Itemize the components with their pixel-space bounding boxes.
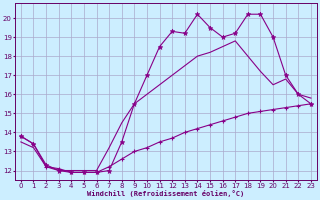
X-axis label: Windchill (Refroidissement éolien,°C): Windchill (Refroidissement éolien,°C) [87,190,244,197]
